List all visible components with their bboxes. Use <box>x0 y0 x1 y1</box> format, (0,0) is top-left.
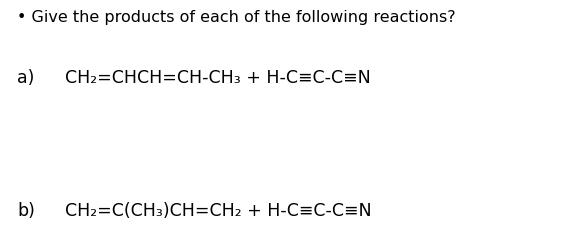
Text: CH₂=CHCH=CH-CH₃ + H-C≡C-C≡N: CH₂=CHCH=CH-CH₃ + H-C≡C-C≡N <box>65 69 371 87</box>
Text: • Give the products of each of the following reactions?: • Give the products of each of the follo… <box>17 10 456 25</box>
Text: b): b) <box>17 202 35 220</box>
Text: CH₂=C(CH₃)CH=CH₂ + H-C≡C-C≡N: CH₂=C(CH₃)CH=CH₂ + H-C≡C-C≡N <box>65 202 372 220</box>
Text: a): a) <box>17 69 34 87</box>
